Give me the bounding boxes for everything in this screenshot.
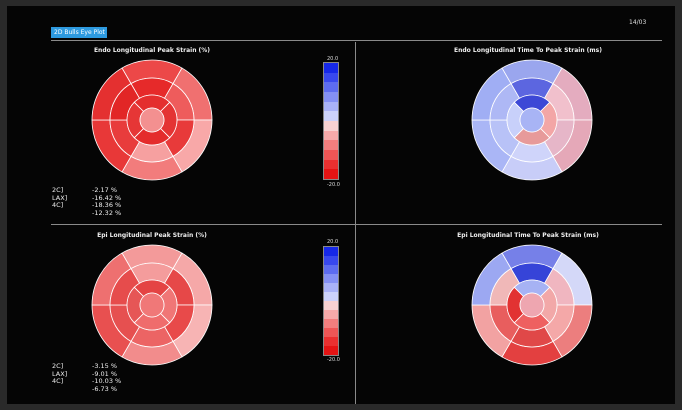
colorbar-step (324, 140, 338, 151)
colorbar-step (324, 247, 338, 256)
value-label (52, 386, 92, 394)
colorbar-step (324, 346, 338, 355)
colorbar-epi-peak-strain (323, 246, 339, 356)
value-text: -12.32 % (92, 208, 122, 217)
bullseye-endo-time-to-peak (471, 59, 593, 181)
colorbar-step (324, 101, 338, 112)
colorbar-step (324, 301, 338, 310)
value-label: LAX] (52, 369, 68, 378)
colorbar-step (324, 283, 338, 292)
value-row: -6.73 % (52, 384, 121, 394)
value-row: LAX] -16.42 % (52, 193, 122, 203)
value-label: LAX] (52, 193, 68, 202)
colorbar-step (324, 63, 338, 73)
view-tab[interactable]: 2D Bulls Eye Plot (51, 27, 107, 38)
colorbar-step (324, 328, 338, 337)
bullseye-segment-17 (139, 292, 165, 318)
colorbar-step (324, 292, 338, 301)
horizontal-divider (51, 224, 662, 225)
header-divider (51, 40, 662, 41)
bullseye-endo-peak-strain (91, 59, 213, 181)
colorbar-step (324, 310, 338, 319)
value-text: -16.42 % (92, 193, 122, 202)
value-text: -9.01 % (92, 369, 118, 378)
colorbar-step (324, 169, 338, 180)
colorbar-step (324, 319, 338, 328)
value-row: -12.32 % (52, 208, 122, 218)
value-text: -2.17 % (92, 186, 118, 194)
panel-endo-time-to-peak-title: Endo Longitudinal Time To Peak Strain (m… (454, 47, 602, 54)
value-text: -10.03 % (92, 377, 122, 385)
colorbar-step (324, 121, 338, 131)
bullseye-segment-17 (519, 107, 545, 133)
colorbar-epi-max-label: 20.0 (327, 239, 339, 245)
colorbar-step (324, 92, 338, 102)
value-text: -6.73 % (92, 384, 118, 393)
colorbar-step (324, 150, 338, 160)
value-row: 2C] -2.17 % (52, 186, 121, 195)
value-row: LAX] -9.01 % (52, 369, 121, 379)
value-row: 4C] -10.03 % (52, 377, 122, 386)
colorbar-step (324, 265, 338, 274)
value-text: -3.15 % (92, 362, 118, 370)
epi-peak-strain-values: 2C] -3.15 % LAX] -9.01 % 4C] -10.03 % -6.73… (52, 362, 122, 394)
value-row: 4C] -18.36 % (52, 201, 122, 210)
colorbar-epi-min-label: -20.0 (327, 357, 340, 363)
colorbar-endo-max-label: 20.0 (327, 56, 339, 62)
panel-epi-peak-strain-title: Epi Longitudinal Peak Strain (%) (97, 232, 207, 239)
colorbar-step (324, 256, 338, 265)
value-label: 2C] (52, 362, 64, 370)
colorbar-step (324, 72, 338, 83)
colorbar-endo-peak-strain (323, 62, 339, 180)
value-label: 2C] (52, 186, 64, 194)
bullseye-segment-17 (519, 292, 545, 318)
value-label (52, 210, 92, 218)
panel-epi-time-to-peak-title: Epi Longitudinal Time To Peak Strain (ms… (457, 232, 599, 239)
value-label: 4C] (52, 377, 64, 385)
bullseye-epi-peak-strain (91, 244, 213, 366)
colorbar-step (324, 337, 338, 346)
colorbar-step (324, 111, 338, 122)
colorbar-step (324, 274, 338, 283)
colorbar-step (324, 82, 338, 93)
bullseye-epi-time-to-peak (471, 244, 593, 366)
value-text: -18.36 % (92, 201, 122, 209)
colorbar-endo-min-label: -20.0 (327, 182, 340, 188)
colorbar-step (324, 130, 338, 141)
date-label: 14/03 (629, 19, 647, 26)
echo-viewer-screen: 2D Bulls Eye Plot 14/03 Endo Longitudina… (7, 6, 675, 404)
colorbar-step (324, 159, 338, 170)
value-row: 2C] -3.15 % (52, 362, 121, 371)
value-label: 4C] (52, 201, 64, 209)
panel-endo-peak-strain-title: Endo Longitudinal Peak Strain (%) (93, 47, 211, 54)
endo-peak-strain-values: 2C] -2.17 % LAX] -16.42 % 4C] -18.36 % -12.… (52, 186, 122, 218)
vertical-divider (355, 42, 356, 404)
bullseye-segment-17 (139, 107, 165, 133)
